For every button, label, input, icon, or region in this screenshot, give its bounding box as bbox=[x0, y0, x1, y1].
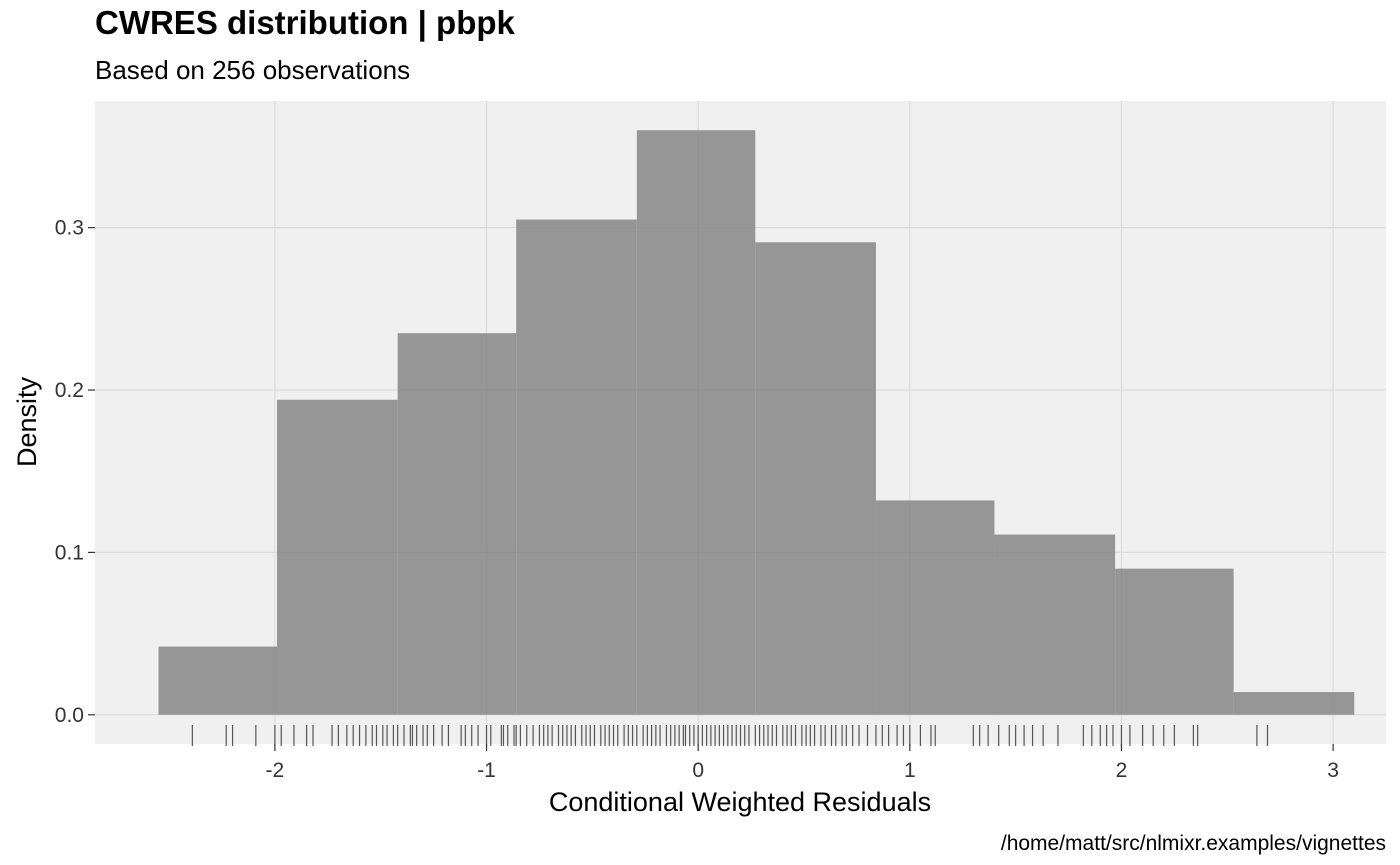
x-axis: -2 -1 0 1 2 3 bbox=[266, 744, 1339, 782]
x-tick-label: 2 bbox=[1116, 759, 1128, 782]
y-tick-label: 0.3 bbox=[55, 217, 84, 240]
rug-marks bbox=[191, 725, 1269, 746]
histogram-bar bbox=[636, 130, 756, 715]
y-tick-label: 0.2 bbox=[55, 379, 84, 402]
chart-caption: /home/matt/src/nlmixr.examples/vignettes bbox=[1001, 832, 1386, 855]
x-tick-label: -2 bbox=[266, 759, 285, 782]
histogram-bar bbox=[1115, 568, 1234, 715]
histogram-bar bbox=[1233, 692, 1355, 715]
chart-title: CWRES distribution | pbpk bbox=[95, 4, 516, 41]
histogram-bar bbox=[755, 242, 876, 715]
x-tick-label: 1 bbox=[904, 759, 916, 782]
y-tick-label: 0.1 bbox=[55, 541, 84, 564]
histogram-bar bbox=[875, 500, 995, 715]
y-tick-label: 0.0 bbox=[55, 704, 84, 727]
histogram-bar bbox=[277, 399, 398, 715]
histogram-bar bbox=[994, 534, 1116, 715]
x-tick-label: -1 bbox=[477, 759, 496, 782]
histogram-bar bbox=[397, 333, 517, 715]
y-axis: 0.0 0.1 0.2 0.3 bbox=[55, 217, 95, 727]
histogram-bar bbox=[516, 219, 637, 715]
chart-subtitle: Based on 256 observations bbox=[95, 55, 410, 85]
x-tick-label: 0 bbox=[692, 759, 704, 782]
x-tick-label: 3 bbox=[1327, 759, 1339, 782]
histogram-bars bbox=[158, 130, 1355, 715]
histogram-bar bbox=[158, 646, 278, 715]
y-axis-title: Density bbox=[12, 376, 42, 467]
x-axis-title: Conditional Weighted Residuals bbox=[549, 787, 931, 817]
